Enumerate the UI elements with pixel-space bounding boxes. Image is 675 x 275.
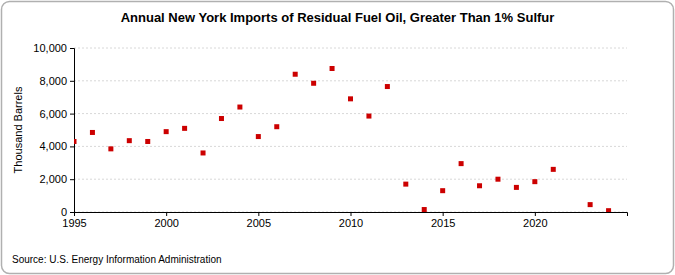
point bbox=[164, 129, 169, 134]
point bbox=[495, 177, 500, 182]
grid-line bbox=[74, 80, 627, 81]
tick: 8,000 bbox=[39, 75, 74, 87]
grid-line bbox=[74, 113, 627, 114]
tick-label: 6,000 bbox=[39, 108, 67, 120]
point bbox=[293, 72, 298, 77]
y-axis: 0 2,000 4,000 6,000 8,000 10,000 bbox=[33, 42, 74, 218]
point bbox=[422, 207, 427, 212]
tick-mark bbox=[70, 48, 74, 49]
point bbox=[403, 182, 408, 187]
grid-line bbox=[74, 146, 627, 147]
point bbox=[182, 126, 187, 131]
tick-label: 1995 bbox=[62, 217, 86, 229]
tick-label: 2005 bbox=[247, 217, 271, 229]
tick: 2020 bbox=[523, 212, 547, 229]
point bbox=[237, 105, 242, 110]
tick: 2015 bbox=[431, 212, 455, 229]
point bbox=[348, 96, 353, 101]
point bbox=[366, 114, 371, 119]
point bbox=[459, 161, 464, 166]
point bbox=[201, 150, 206, 155]
frame bbox=[2, 2, 674, 274]
point bbox=[440, 188, 445, 193]
tick: 2000 bbox=[154, 212, 178, 229]
point bbox=[274, 124, 279, 129]
tick-mark bbox=[535, 212, 536, 216]
tick-label: 0 bbox=[61, 206, 67, 218]
point bbox=[74, 139, 77, 144]
y-axis-title: Thousand Barrels bbox=[12, 86, 24, 173]
tick-label: 10,000 bbox=[33, 42, 67, 54]
tick-label: 2,000 bbox=[39, 173, 67, 185]
point bbox=[532, 179, 537, 184]
tick-mark bbox=[70, 146, 74, 147]
tick: 0 bbox=[61, 206, 74, 218]
tick-mark bbox=[70, 81, 74, 82]
source: Source: U.S. Energy Information Administ… bbox=[12, 254, 222, 265]
tick-label: 2020 bbox=[523, 217, 547, 229]
point bbox=[385, 84, 390, 89]
point bbox=[477, 183, 482, 188]
tick-mark bbox=[70, 179, 74, 180]
point bbox=[588, 202, 593, 207]
point bbox=[219, 116, 224, 121]
point bbox=[108, 146, 113, 151]
tick-mark bbox=[258, 212, 259, 216]
series bbox=[74, 66, 611, 212]
point bbox=[514, 185, 519, 190]
point bbox=[606, 208, 611, 212]
tick-mark bbox=[70, 212, 74, 213]
tick-mark bbox=[443, 212, 444, 216]
tick-mark bbox=[70, 114, 74, 115]
point bbox=[256, 134, 261, 139]
tick: 2,000 bbox=[39, 173, 74, 185]
tick-label: 2010 bbox=[339, 217, 363, 229]
tick: 4,000 bbox=[39, 140, 74, 152]
point bbox=[311, 81, 316, 86]
tick-mark bbox=[351, 212, 352, 216]
point bbox=[330, 66, 335, 71]
marks bbox=[74, 66, 611, 212]
chart: 1995 2000 2005 2010 2015 2020 0 2,000 4,000 6,000… bbox=[0, 0, 675, 275]
title: Annual New York Imports of Residual Fuel… bbox=[121, 10, 555, 25]
tick: 2005 bbox=[247, 212, 271, 229]
point bbox=[90, 130, 95, 135]
tick-label: 2015 bbox=[431, 217, 455, 229]
grid-line bbox=[74, 179, 627, 180]
tick: 6,000 bbox=[39, 108, 74, 120]
tick: 2010 bbox=[339, 212, 363, 229]
tick: 10,000 bbox=[33, 42, 74, 54]
point bbox=[127, 138, 132, 143]
point bbox=[551, 167, 556, 172]
x-axis: 1995 2000 2005 2010 2015 2020 bbox=[62, 212, 627, 229]
tick-label: 8,000 bbox=[39, 75, 67, 87]
grid-line bbox=[74, 48, 627, 49]
grid bbox=[74, 48, 627, 212]
tick-label: 4,000 bbox=[39, 140, 67, 152]
axis-line bbox=[75, 213, 628, 217]
tick-mark bbox=[166, 212, 167, 216]
point bbox=[145, 139, 150, 144]
tick-label: 2000 bbox=[154, 217, 178, 229]
axis-line bbox=[70, 49, 75, 213]
